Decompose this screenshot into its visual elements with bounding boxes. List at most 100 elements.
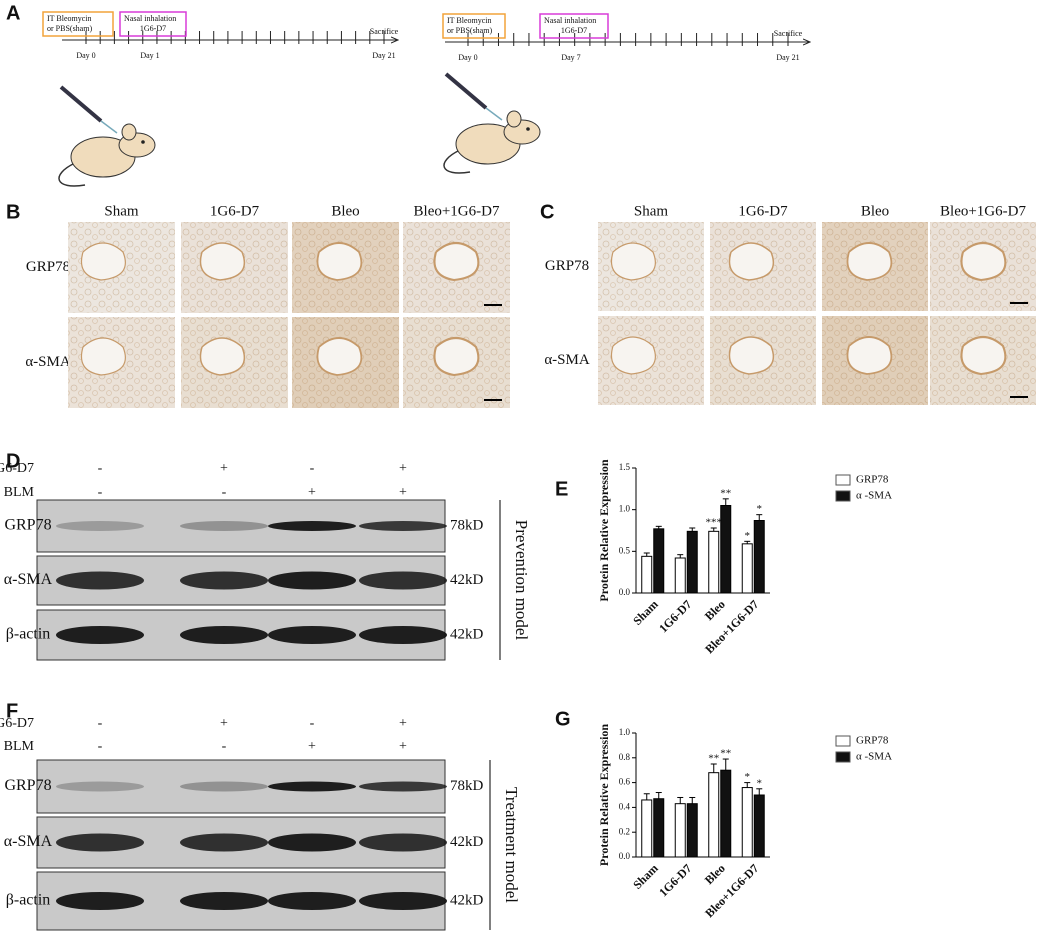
sacrifice-label: Sacrifice xyxy=(370,27,399,36)
treatment-sign: + xyxy=(399,716,407,731)
airway xyxy=(433,336,480,377)
blot-band xyxy=(359,521,447,531)
y-tick-label: 0.8 xyxy=(619,752,631,762)
column-header: Bleo xyxy=(861,203,889,219)
airway xyxy=(610,242,656,281)
legend-swatch xyxy=(835,735,851,747)
airway xyxy=(433,241,480,282)
blot-band xyxy=(268,892,356,910)
blot-size: 42kD xyxy=(450,834,484,850)
mouse-illustration xyxy=(58,85,156,187)
blot-label: α-SMA xyxy=(4,833,53,850)
treatment-sign: - xyxy=(310,716,315,731)
day-label: Day 1 xyxy=(140,51,159,60)
airway xyxy=(80,242,126,281)
significance-label: * xyxy=(745,771,751,783)
treatment-sign: + xyxy=(220,716,228,731)
syringe-needle xyxy=(485,107,503,121)
y-tick-label: 0.5 xyxy=(619,545,631,555)
column-header: Bleo+1G6-D7 xyxy=(940,203,1026,219)
mouse-eye xyxy=(526,127,530,131)
airway xyxy=(846,242,893,281)
panel-label: D xyxy=(6,450,20,472)
model-label: Prevention model xyxy=(512,520,531,641)
column-header: Bleo xyxy=(331,203,359,219)
blot-band xyxy=(180,833,268,852)
mouse-tail xyxy=(58,162,86,187)
bar xyxy=(653,528,665,594)
blot-band xyxy=(56,833,144,852)
y-tick-label: 1.5 xyxy=(619,462,631,472)
y-tick-label: 0.2 xyxy=(619,826,630,836)
blot-band xyxy=(56,571,144,590)
bar xyxy=(674,803,686,858)
treatment-sign: + xyxy=(399,485,407,500)
treatment-sign: - xyxy=(222,485,227,500)
blot-label: GRP78 xyxy=(4,517,51,534)
bar xyxy=(653,798,665,858)
day-label: Day 0 xyxy=(458,53,477,62)
day-label: Day 7 xyxy=(561,53,580,62)
airway xyxy=(846,336,893,375)
blot-label: α-SMA xyxy=(4,571,53,588)
legend-swatch xyxy=(835,490,851,502)
start-box xyxy=(42,11,114,37)
blot-band xyxy=(268,571,356,590)
syringe xyxy=(59,85,103,123)
sacrifice-label: Sacrifice xyxy=(774,29,803,38)
treatment-box-text: Nasal inhalation xyxy=(124,14,176,23)
blot-label: β-actin xyxy=(6,892,51,909)
treatment-box xyxy=(539,13,609,39)
day-label: Day 0 xyxy=(76,51,95,60)
significance-label: * xyxy=(757,777,763,789)
blot-band xyxy=(56,626,144,644)
treatment-sign: - xyxy=(98,485,103,500)
column-header: 1G6-D7 xyxy=(738,203,788,219)
start-box-text: or PBS(sham) xyxy=(447,26,492,35)
airway xyxy=(199,242,246,281)
bar xyxy=(641,799,653,858)
y-tick-label: 1.0 xyxy=(619,504,631,514)
blot-size: 42kD xyxy=(450,572,484,588)
row-label: GRP78 xyxy=(26,259,70,275)
significance-label: ** xyxy=(708,753,719,765)
treatment-sign: - xyxy=(310,461,315,476)
blot-band xyxy=(359,626,447,644)
treatment-sign: + xyxy=(308,485,316,500)
blot-band xyxy=(359,833,447,852)
day-label: Day 21 xyxy=(776,53,799,62)
y-tick-label: 1.0 xyxy=(619,727,631,737)
airway xyxy=(728,336,775,375)
bar xyxy=(720,505,732,594)
legend-swatch xyxy=(835,751,851,763)
panel-label: B xyxy=(6,201,20,223)
blot-size: 42kD xyxy=(450,892,484,908)
blot-band xyxy=(56,781,144,792)
column-header: Sham xyxy=(634,203,669,219)
blot-band xyxy=(359,781,447,792)
treatment-box xyxy=(119,11,187,37)
x-tick-label: Sham xyxy=(630,861,661,892)
bar xyxy=(753,520,765,594)
mouse-ear xyxy=(506,110,522,128)
treatment-label: 1G6-D7 xyxy=(0,716,34,731)
airway xyxy=(199,337,246,376)
day-label: Day 21 xyxy=(372,51,395,60)
blot-band xyxy=(359,571,447,590)
panel-label: A xyxy=(6,2,20,24)
bar xyxy=(753,794,765,858)
airway xyxy=(728,242,775,281)
y-tick-label: 0.0 xyxy=(619,851,631,861)
column-header: 1G6-D7 xyxy=(210,203,260,219)
blot-band xyxy=(180,781,268,792)
bar xyxy=(686,530,698,594)
treatment-sign: + xyxy=(399,461,407,476)
significance-label: * xyxy=(745,530,751,542)
blot-size: 78kD xyxy=(450,517,484,533)
blot-label: β-actin xyxy=(6,626,51,643)
blot-size: 42kD xyxy=(450,626,484,642)
mouse-eye xyxy=(141,140,145,144)
legend-label: GRP78 xyxy=(856,735,889,747)
blot-band xyxy=(56,892,144,910)
syringe-needle xyxy=(100,120,118,134)
